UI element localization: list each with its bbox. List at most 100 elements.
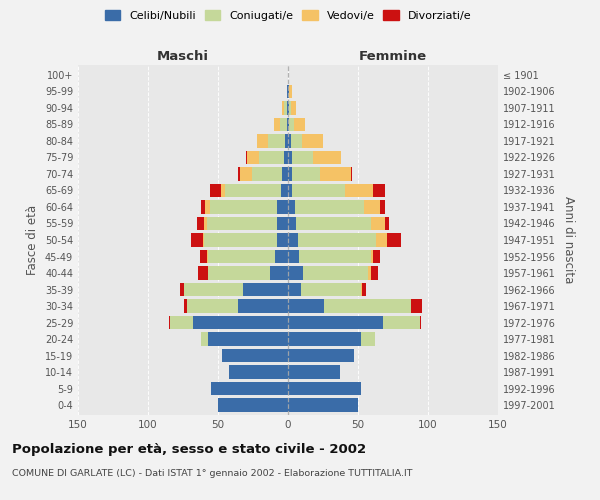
Bar bbox=[388, 233, 401, 247]
Bar bbox=[238, 167, 241, 180]
Bar bbox=[362, 283, 367, 296]
Bar bbox=[218, 398, 288, 412]
Bar bbox=[251, 167, 283, 180]
Bar bbox=[292, 184, 346, 197]
Bar bbox=[288, 184, 292, 197]
Bar bbox=[325, 300, 411, 313]
Bar bbox=[207, 216, 277, 230]
Bar bbox=[368, 266, 371, 280]
Bar bbox=[291, 134, 302, 147]
Bar bbox=[287, 118, 288, 131]
Bar bbox=[277, 200, 288, 214]
Bar bbox=[246, 150, 247, 164]
Bar bbox=[284, 101, 287, 114]
Bar bbox=[288, 283, 301, 296]
Bar bbox=[385, 216, 389, 230]
Bar bbox=[283, 167, 288, 180]
Bar bbox=[371, 216, 385, 230]
Bar bbox=[288, 382, 361, 396]
Bar bbox=[268, 134, 285, 147]
Bar bbox=[411, 300, 422, 313]
Bar bbox=[200, 250, 207, 264]
Bar bbox=[292, 167, 320, 180]
Bar bbox=[229, 366, 288, 379]
Bar bbox=[288, 167, 292, 180]
Bar bbox=[364, 200, 380, 214]
Y-axis label: Fasce di età: Fasce di età bbox=[26, 205, 39, 275]
Bar bbox=[288, 101, 289, 114]
Bar bbox=[275, 250, 288, 264]
Bar bbox=[281, 184, 288, 197]
Bar bbox=[289, 118, 293, 131]
Bar bbox=[289, 84, 292, 98]
Bar bbox=[419, 316, 421, 330]
Bar bbox=[199, 266, 208, 280]
Bar bbox=[283, 101, 284, 114]
Bar bbox=[170, 316, 193, 330]
Bar bbox=[361, 332, 375, 346]
Y-axis label: Anni di nascita: Anni di nascita bbox=[562, 196, 575, 284]
Bar bbox=[222, 349, 288, 362]
Bar bbox=[209, 200, 277, 214]
Bar bbox=[184, 283, 243, 296]
Bar bbox=[287, 101, 288, 114]
Bar bbox=[288, 134, 291, 147]
Bar bbox=[288, 250, 299, 264]
Bar bbox=[221, 184, 225, 197]
Bar bbox=[201, 332, 208, 346]
Bar bbox=[288, 118, 289, 131]
Bar bbox=[295, 200, 364, 214]
Bar bbox=[243, 283, 288, 296]
Bar bbox=[287, 84, 288, 98]
Bar bbox=[288, 316, 383, 330]
Legend: Celibi/Nubili, Coniugati/e, Vedovi/e, Divorziati/e: Celibi/Nubili, Coniugati/e, Vedovi/e, Di… bbox=[101, 7, 475, 24]
Bar bbox=[361, 283, 362, 296]
Text: Femmine: Femmine bbox=[359, 50, 427, 62]
Bar bbox=[274, 118, 280, 131]
Bar bbox=[288, 332, 361, 346]
Bar bbox=[376, 233, 388, 247]
Bar bbox=[291, 101, 296, 114]
Bar bbox=[201, 200, 205, 214]
Bar bbox=[296, 216, 371, 230]
Bar bbox=[205, 200, 209, 214]
Bar bbox=[284, 150, 288, 164]
Text: Maschi: Maschi bbox=[157, 50, 209, 62]
Bar bbox=[289, 101, 291, 114]
Bar bbox=[208, 332, 288, 346]
Bar bbox=[288, 233, 298, 247]
Bar bbox=[208, 250, 275, 264]
Bar bbox=[225, 184, 281, 197]
Bar bbox=[313, 150, 341, 164]
Bar bbox=[280, 118, 287, 131]
Bar bbox=[351, 167, 352, 180]
Bar bbox=[288, 266, 304, 280]
Bar bbox=[238, 300, 288, 313]
Bar bbox=[277, 233, 288, 247]
Bar bbox=[187, 300, 238, 313]
Bar bbox=[293, 118, 305, 131]
Bar bbox=[301, 283, 361, 296]
Bar bbox=[208, 266, 270, 280]
Bar bbox=[169, 316, 170, 330]
Bar bbox=[197, 216, 204, 230]
Bar bbox=[241, 167, 251, 180]
Text: COMUNE DI GARLATE (LC) - Dati ISTAT 1° gennaio 2002 - Elaborazione TUTTITALIA.IT: COMUNE DI GARLATE (LC) - Dati ISTAT 1° g… bbox=[12, 469, 413, 478]
Bar bbox=[207, 250, 208, 264]
Bar bbox=[191, 233, 203, 247]
Bar bbox=[288, 398, 358, 412]
Bar bbox=[288, 300, 325, 313]
Bar bbox=[346, 184, 373, 197]
Bar bbox=[298, 233, 376, 247]
Bar bbox=[383, 316, 419, 330]
Bar bbox=[304, 266, 368, 280]
Bar bbox=[193, 316, 288, 330]
Bar bbox=[288, 216, 296, 230]
Bar bbox=[180, 283, 184, 296]
Bar bbox=[288, 349, 354, 362]
Bar bbox=[371, 266, 377, 280]
Bar bbox=[277, 216, 288, 230]
Bar bbox=[204, 233, 277, 247]
Bar bbox=[184, 300, 187, 313]
Bar bbox=[371, 250, 373, 264]
